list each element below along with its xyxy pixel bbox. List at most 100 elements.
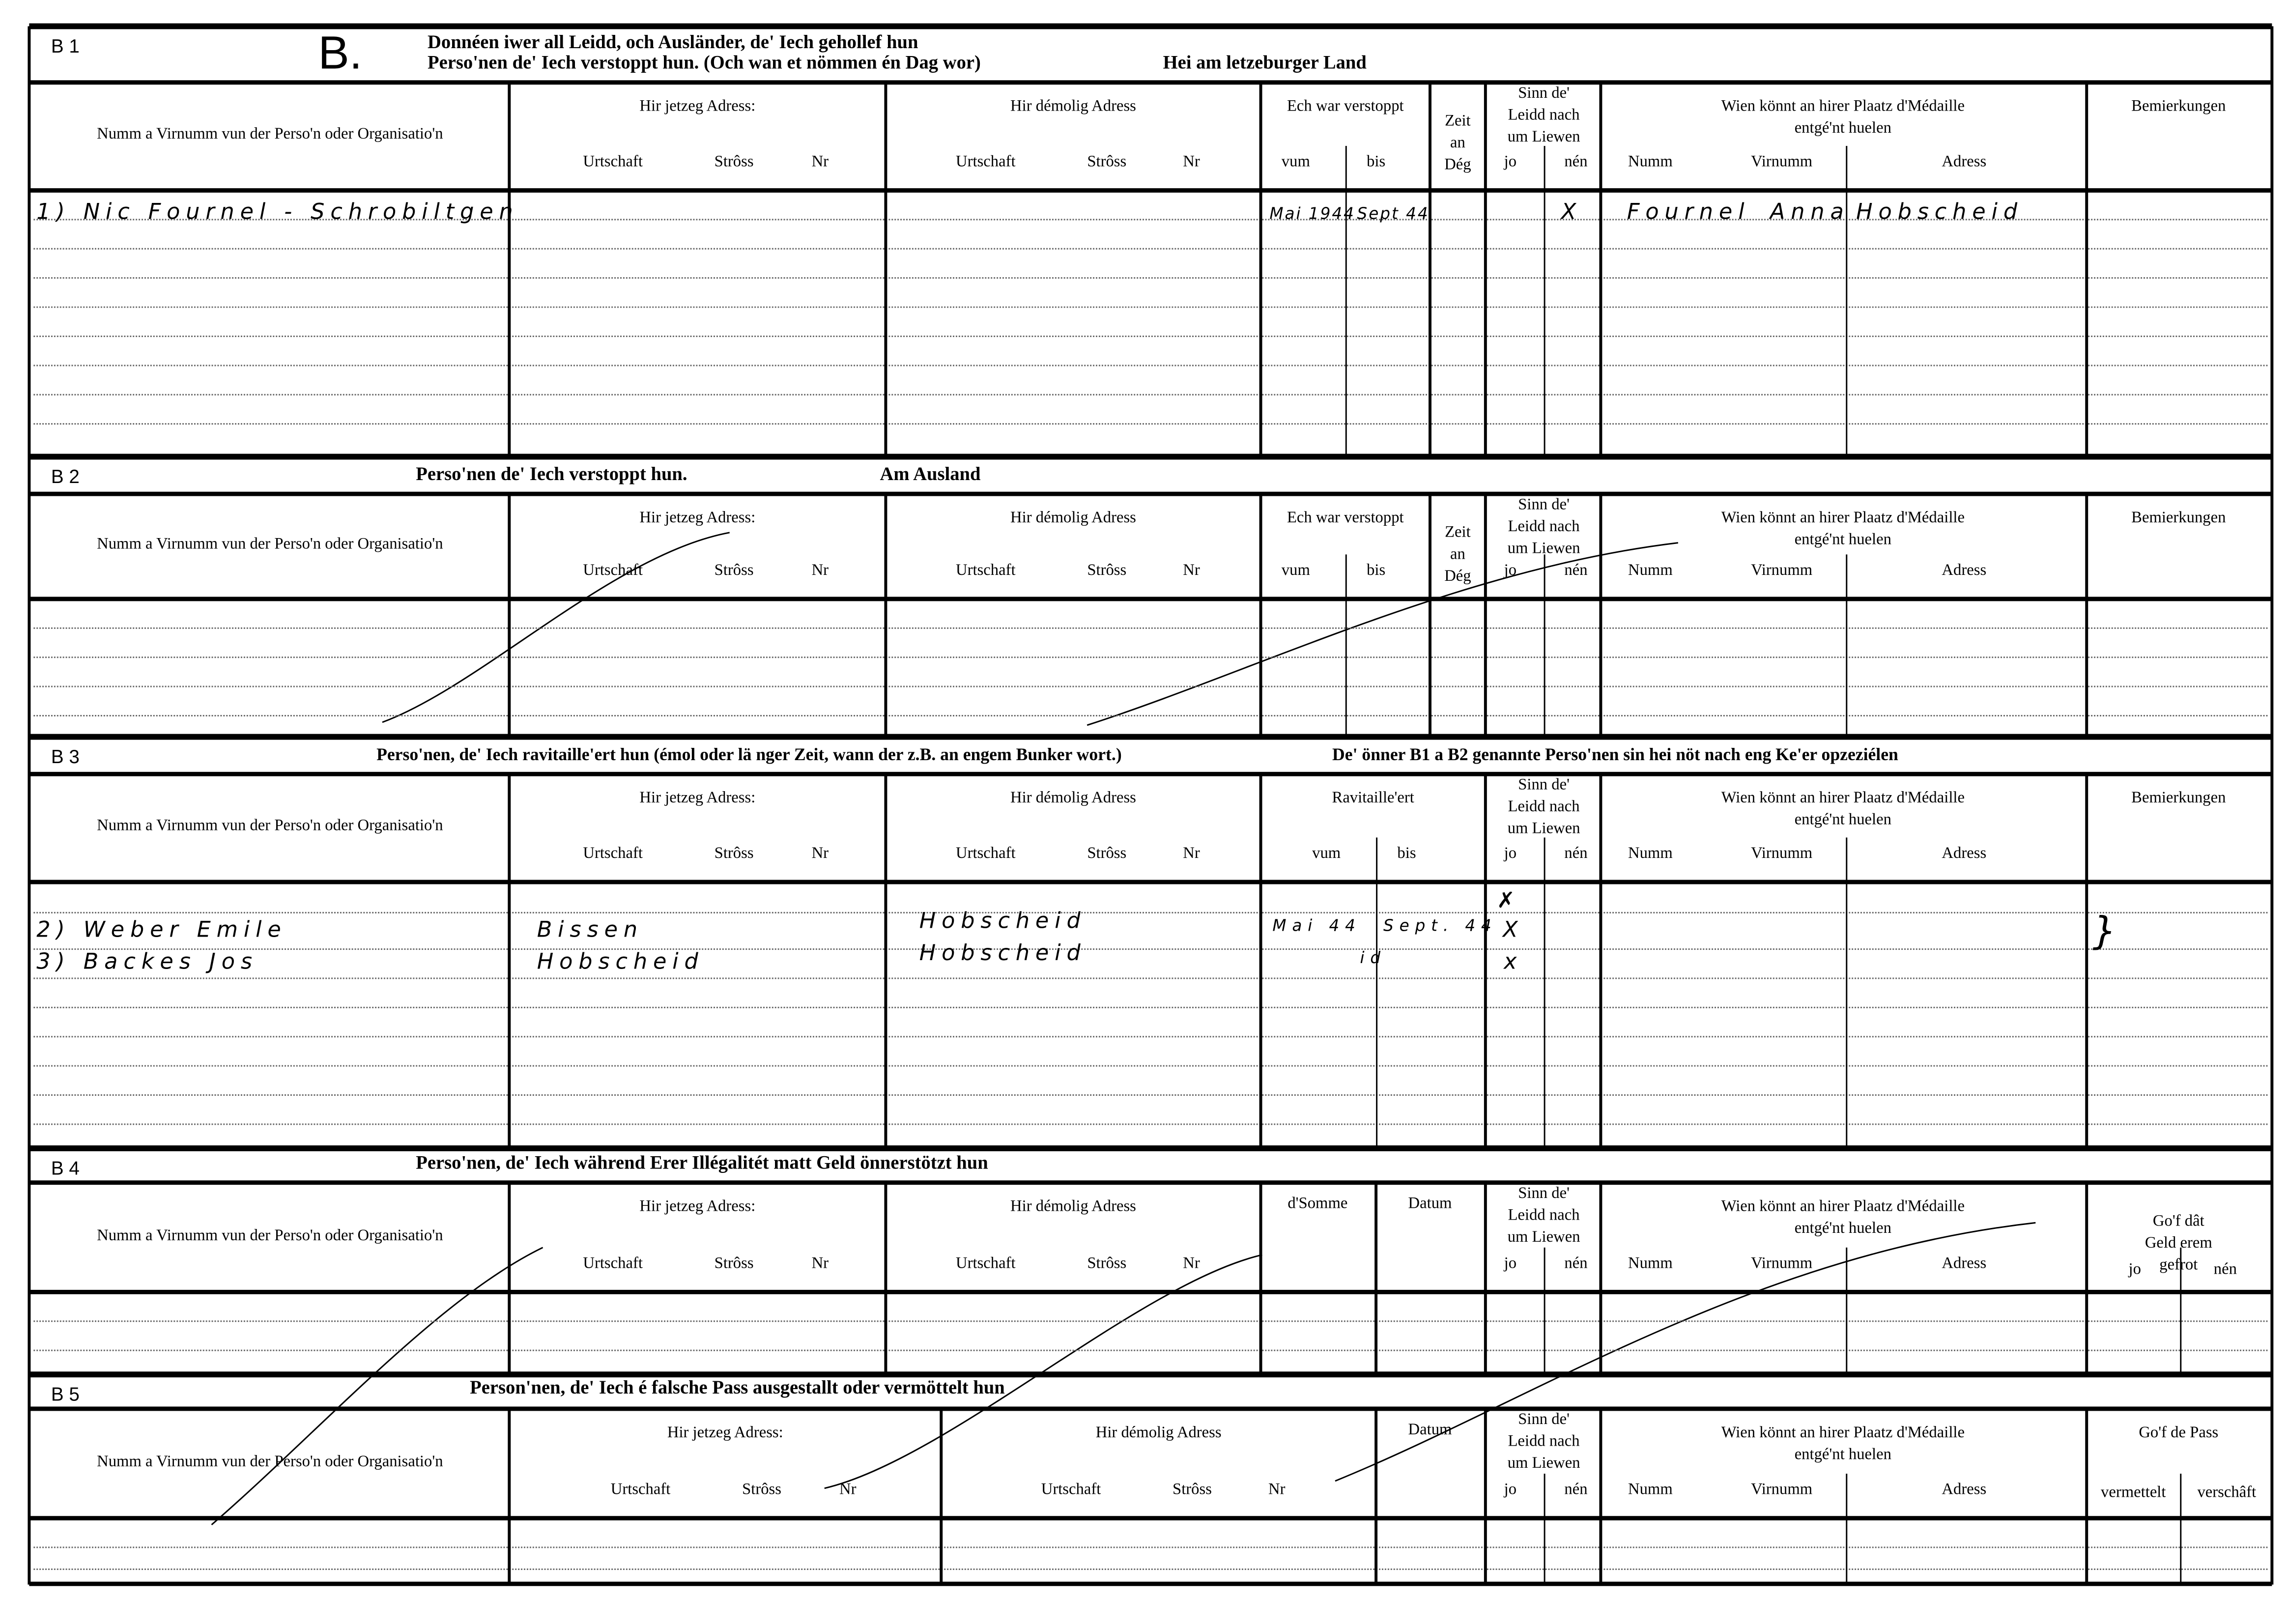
column-header-from: vum: [1281, 153, 1310, 171]
check-mark: ✗: [1496, 887, 1521, 913]
column-header-nr: Nr: [811, 562, 829, 579]
entry-cell-yes[interactable]: x: [1504, 948, 1523, 975]
remarks-brace: }: [2092, 910, 2123, 954]
entry-cell-former-town[interactable]: Hobscheid: [919, 907, 1087, 934]
entry-cell-to[interactable]: Sept 44: [1357, 204, 1430, 224]
entry-cell-no[interactable]: X: [1561, 198, 1582, 225]
column-header-nr: Nr: [1183, 1254, 1200, 1273]
dotted-entry-line: [33, 277, 2268, 279]
column-rule: [1344, 145, 1346, 457]
column-rule: [1599, 1182, 1603, 1375]
entry-cell-current-town[interactable]: Bissen: [537, 916, 643, 943]
dotted-entry-line: [33, 248, 2268, 250]
column-header-nr: Nr: [811, 153, 829, 171]
row-rule: [29, 734, 2272, 740]
entry-cell-yes[interactable]: X: [1503, 916, 1524, 943]
column-header-alive: Sinn de' Leidd nach um Liewen: [1507, 85, 1580, 146]
entry-cell-from[interactable]: Mai 1944: [1269, 204, 1355, 224]
column-header-from: vum: [1312, 845, 1341, 862]
column-rule: [507, 1408, 512, 1583]
column-header-remarks: Bemierkungen: [2131, 789, 2226, 807]
section-code: B 2: [51, 465, 80, 487]
column-rule: [2085, 1408, 2088, 1583]
column-header-medal: Wien könnt an hirer Plaatz d'Médaille en…: [1721, 1424, 1965, 1464]
dotted-entry-line: [33, 656, 2268, 658]
column-rule: [1429, 493, 1431, 737]
column-rule: [507, 82, 512, 457]
column-rule: [1484, 1182, 1487, 1375]
column-header-firstname: Virnumm: [1751, 1254, 1813, 1273]
strike-line: [1087, 542, 1678, 726]
entry-cell-current-town[interactable]: Hobscheid: [537, 948, 704, 975]
entry-cell-medal-firstname[interactable]: Anna: [1770, 198, 1850, 225]
entry-cell-medal-address[interactable]: Hobscheid: [1856, 198, 2023, 225]
entry-cell-to[interactable]: Sept. 44: [1383, 916, 1497, 936]
column-rule: [1375, 837, 1377, 1148]
column-header-date: Datum: [1408, 1421, 1452, 1439]
entry-cell-name[interactable]: 2) Weber Emile: [36, 916, 287, 943]
column-header-yes: jo: [1504, 153, 1517, 171]
column-header-former-address: Hir démolig Adress: [1095, 1424, 1222, 1442]
column-header-street: Strôss: [742, 1481, 781, 1499]
dotted-entry-line: [33, 1094, 2268, 1096]
column-header-days: Zeit an Dég: [1444, 524, 1471, 585]
column-header-alive: Sinn de' Leidd nach um Liewen: [1507, 496, 1580, 558]
column-header-no: nén: [1564, 562, 1588, 579]
dotted-entry-line: [33, 394, 2268, 396]
column-header-to: bis: [1367, 562, 1386, 579]
column-rule: [27, 26, 31, 1585]
column-header-street: Strôss: [1087, 562, 1127, 579]
column-header-to: bis: [1367, 153, 1386, 171]
dotted-entry-line: [33, 335, 2268, 337]
column-header-firstname: Virnumm: [1751, 1481, 1813, 1499]
column-header-yes: jo: [1504, 562, 1517, 579]
section-note: De' önner B1 a B2 genannte Perso'nen sin…: [1332, 744, 1898, 765]
column-header-firstname: Virnumm: [1751, 845, 1813, 862]
dotted-entry-line: [33, 1006, 2268, 1008]
column-header-medal: Wien könnt an hirer Plaatz d'Médaille en…: [1721, 97, 1965, 138]
dotted-entry-line: [33, 1349, 2268, 1351]
dotted-entry-line: [33, 685, 2268, 687]
column-rule: [1429, 82, 1431, 457]
strike-line: [382, 532, 730, 723]
entry-cell-former-town[interactable]: Hobscheid: [919, 940, 1087, 966]
column-header-alive: Sinn de' Leidd nach um Liewen: [1507, 776, 1580, 838]
column-rule: [1484, 1408, 1487, 1583]
dotted-entry-line: [33, 1320, 2268, 1322]
column-header-period: Ech war verstoppt: [1287, 509, 1404, 527]
row-rule: [29, 1581, 2272, 1586]
column-rule: [1258, 82, 1263, 457]
column-header-period: Ravitaille'ert: [1332, 789, 1414, 807]
column-rule: [2179, 1474, 2181, 1583]
column-rule: [1543, 1247, 1545, 1375]
column-rule: [1845, 1247, 1847, 1375]
column-rule: [1258, 1182, 1263, 1375]
dotted-entry-line: [33, 948, 2268, 950]
section-code: B 5: [51, 1383, 80, 1405]
column-header-alive: Sinn de' Leidd nach um Liewen: [1507, 1185, 1580, 1246]
column-header-town: Urtschaft: [1041, 1481, 1101, 1499]
section-code: B 4: [51, 1157, 80, 1179]
column-header-nr: Nr: [811, 1254, 829, 1273]
column-header-street: Strôss: [1087, 153, 1127, 171]
column-header-from: vum: [1281, 562, 1310, 579]
column-header-name: Numm a Virnumm vun der Perso'n oder Orga…: [97, 1226, 443, 1244]
column-header-former-address: Hir démolig Adress: [1010, 97, 1136, 115]
column-header-surname: Numm: [1628, 1481, 1673, 1499]
row-rule: [29, 1406, 2272, 1410]
column-header-medal: Wien könnt an hirer Plaatz d'Médaille en…: [1721, 509, 1965, 549]
entry-cell-name[interactable]: 1) Nic Fournel - Schrobiltgen: [36, 198, 519, 225]
entry-cell-name[interactable]: 3) Backes Jos: [36, 948, 258, 975]
column-header-nr: Nr: [1268, 1481, 1286, 1499]
entry-cell-medal-surname[interactable]: Fournel: [1627, 198, 1750, 225]
column-rule: [2085, 82, 2088, 457]
section-code: B 1: [51, 35, 80, 57]
entry-cell-from[interactable]: Mai 44: [1272, 916, 1361, 936]
column-header-name: Numm a Virnumm vun der Perso'n oder Orga…: [97, 817, 443, 835]
entry-cell-to[interactable]: id: [1360, 948, 1387, 968]
column-header-address: Adress: [1942, 1481, 1987, 1499]
dotted-entry-line: [33, 977, 2268, 979]
column-header-name: Numm a Virnumm vun der Perso'n oder Orga…: [97, 125, 443, 143]
column-header-firstname: Virnumm: [1751, 562, 1813, 579]
row-rule: [29, 454, 2272, 459]
